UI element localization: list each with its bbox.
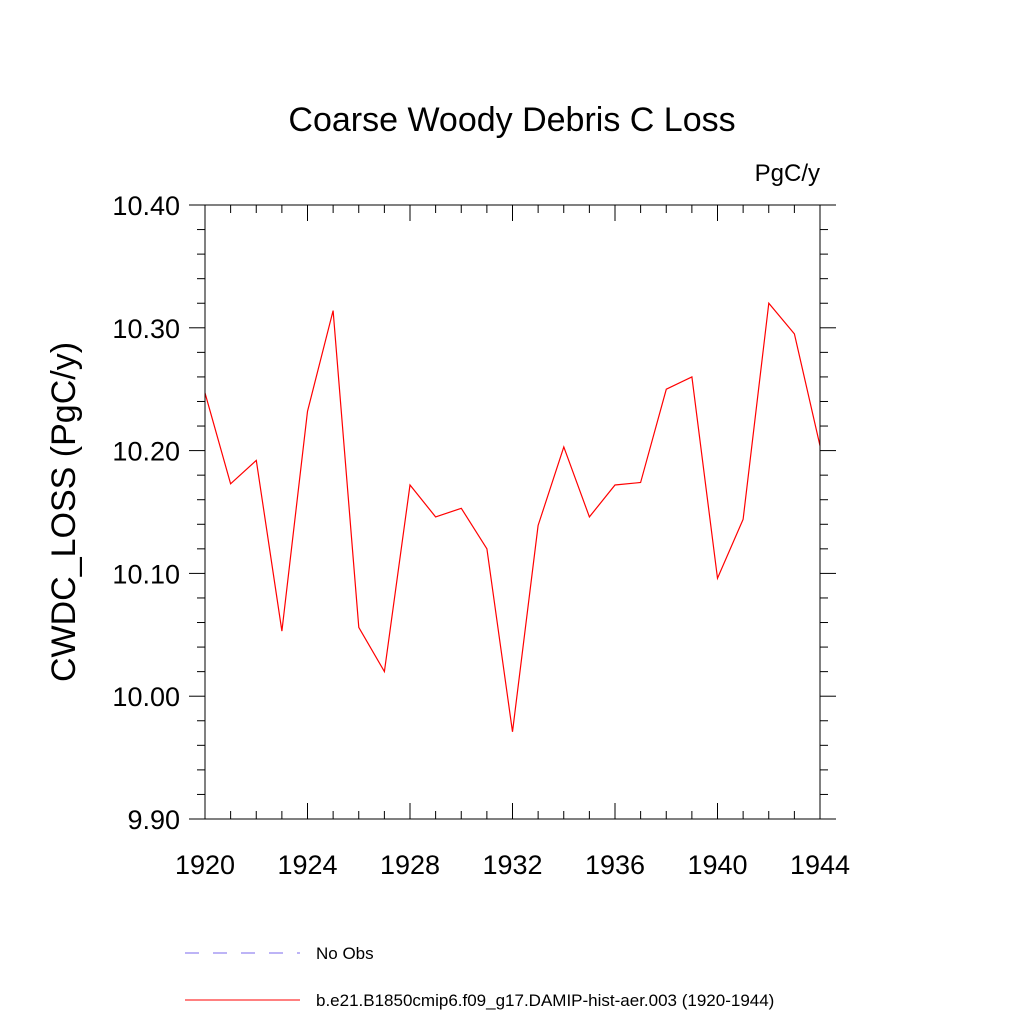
axis-ticks <box>189 204 836 820</box>
x-tick-label: 1920 <box>175 850 235 880</box>
x-tick-label: 1940 <box>687 850 747 880</box>
y-tick-label: 10.20 <box>112 437 180 467</box>
x-tick-label: 1944 <box>790 850 850 880</box>
y-tick-label: 10.30 <box>112 314 180 344</box>
x-tick-label: 1932 <box>482 850 542 880</box>
y-tick-label: 10.00 <box>112 682 180 712</box>
x-tick-label: 1936 <box>585 850 645 880</box>
x-tick-label: 1924 <box>277 850 337 880</box>
chart-title: Coarse Woody Debris C Loss <box>288 101 735 139</box>
units-label: PgC/y <box>755 160 820 187</box>
series-lines <box>204 301 821 732</box>
legend-no-obs-label: No Obs <box>316 944 374 963</box>
series-line <box>204 301 821 732</box>
legend: No Obs b.e21.B1850cmip6.f09_g17.DAMIP-hi… <box>185 944 774 1010</box>
x-tick-label: 1928 <box>380 850 440 880</box>
y-tick-label: 10.40 <box>112 191 180 221</box>
y-axis-label: CWDC_LOSS (PgC/y) <box>45 342 83 682</box>
tick-labels: 1920 1924 1928 1932 1936 1940 1944 9.90 10.00 10.… <box>112 191 850 880</box>
plot-frame <box>204 204 821 820</box>
legend-series-label: b.e21.B1850cmip6.f09_g17.DAMIP-hist-aer.… <box>316 991 774 1010</box>
y-tick-label: 9.90 <box>127 805 180 835</box>
y-tick-label: 10.10 <box>112 559 180 589</box>
